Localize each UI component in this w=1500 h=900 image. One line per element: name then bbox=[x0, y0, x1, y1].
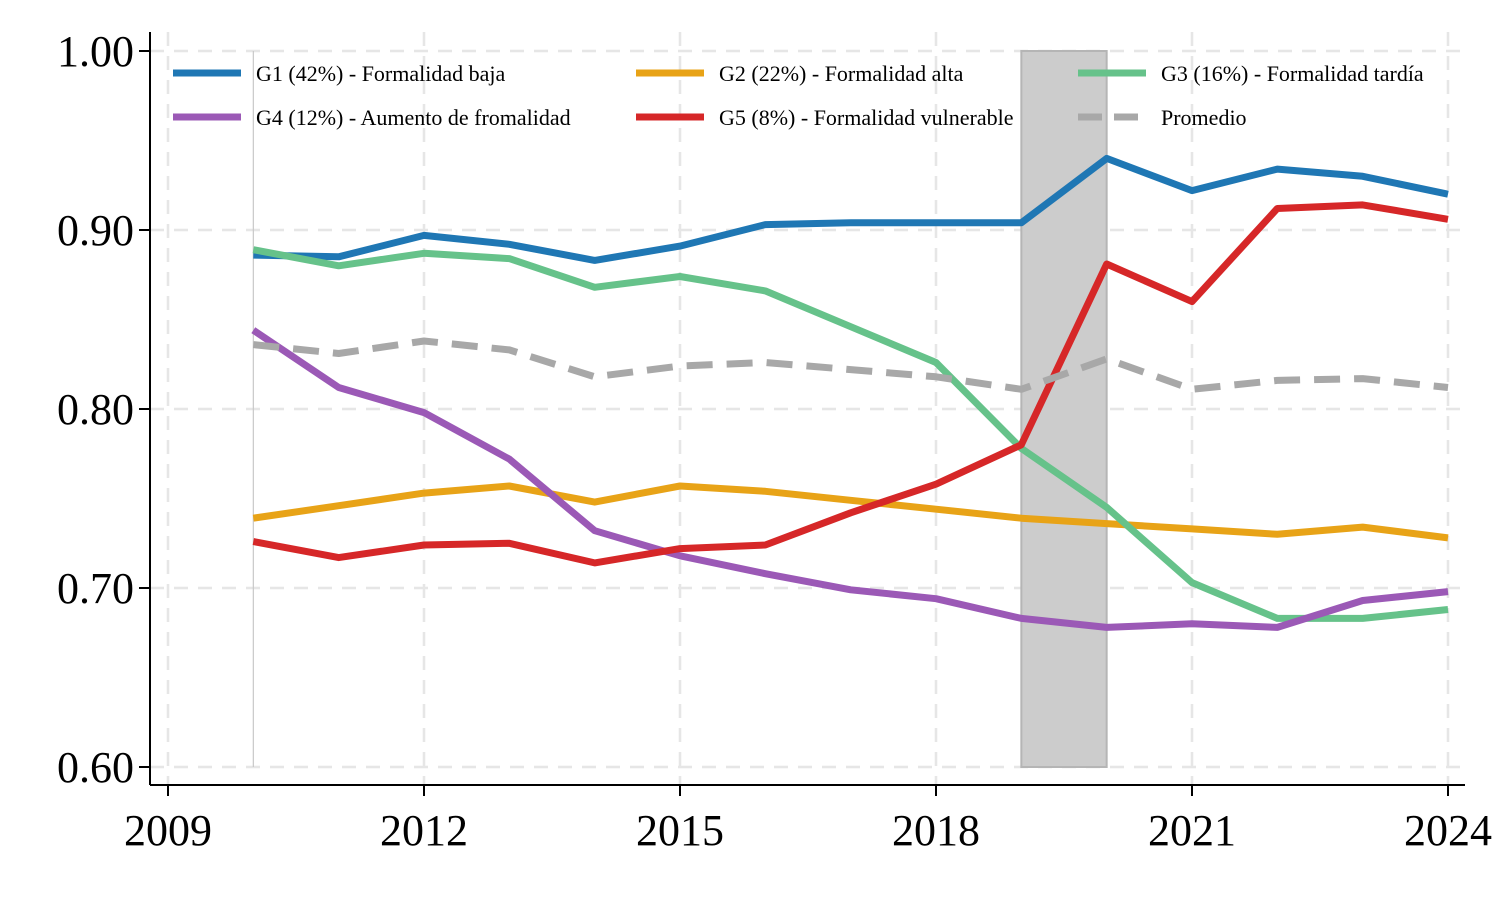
x-tick-label: 2018 bbox=[892, 806, 980, 855]
x-tick-label: 2009 bbox=[124, 806, 212, 855]
x-tick-label: 2021 bbox=[1148, 806, 1236, 855]
series-layer bbox=[251, 154, 1449, 631]
legend-label: G1 (42%) - Formalidad baja bbox=[256, 61, 505, 86]
shaded-region-layer bbox=[1020, 50, 1108, 768]
x-tick-label: 2012 bbox=[380, 806, 468, 855]
series-line-6 bbox=[252, 337, 1449, 393]
y-tick-label: 1.00 bbox=[57, 27, 134, 76]
legend: G1 (42%) - Formalidad baja G2 (22%) - For… bbox=[173, 61, 1424, 130]
series-line-3 bbox=[252, 246, 1449, 622]
legend-label: G4 (12%) - Aumento de fromalidad bbox=[256, 105, 571, 130]
x-tick-label: 2015 bbox=[636, 806, 724, 855]
y-tick-label: 0.70 bbox=[57, 564, 134, 613]
x-tick-label: 2024 bbox=[1404, 806, 1492, 855]
legend-label: Promedio bbox=[1161, 105, 1247, 130]
y-tick-label: 0.80 bbox=[57, 385, 134, 434]
shaded-region bbox=[1020, 50, 1108, 768]
series-line-5 bbox=[252, 201, 1449, 567]
y-tick-label: 0.60 bbox=[57, 743, 134, 792]
series-line-1 bbox=[253, 154, 1449, 264]
grid-layer bbox=[150, 32, 1465, 785]
axes-layer: 0.60 0.70 0.80 0.90 1.00 2009 2012 2015 2018 2021… bbox=[57, 27, 1492, 855]
series-line-4 bbox=[251, 327, 1449, 631]
y-tick-label: 0.90 bbox=[57, 206, 134, 255]
series-line-2 bbox=[252, 482, 1449, 542]
legend-label: G3 (16%) - Formalidad tardía bbox=[1161, 61, 1424, 86]
legend-label: G5 (8%) - Formalidad vulnerable bbox=[719, 105, 1013, 130]
legend-label: G2 (22%) - Formalidad alta bbox=[719, 61, 964, 86]
